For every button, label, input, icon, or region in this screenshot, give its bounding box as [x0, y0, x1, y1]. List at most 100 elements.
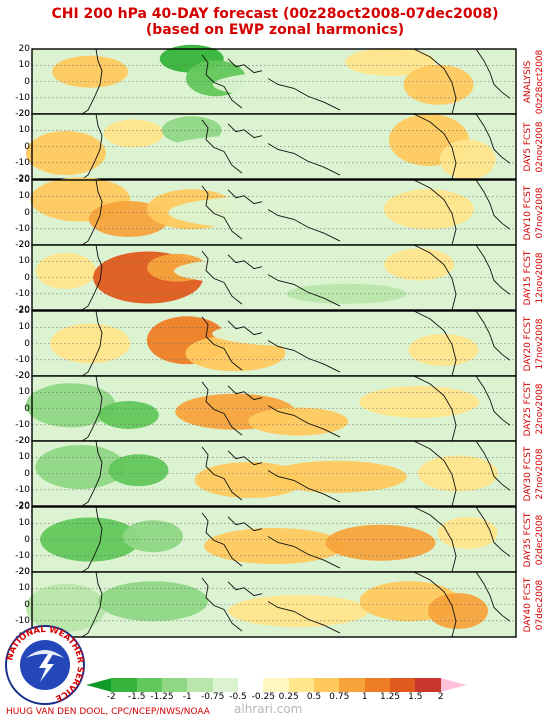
chi-anomaly-region	[40, 517, 141, 562]
forecast-panel: 20 10 0 -10 -20 DAY35 FCST 02dec2008	[0, 502, 550, 577]
chi-anomaly-region	[212, 319, 453, 348]
color-scale-bar	[86, 678, 467, 692]
coastline	[475, 571, 511, 622]
forecast-date-label: 02nov2008	[535, 121, 545, 173]
color-scale-label: 0.5	[306, 692, 322, 702]
panel-side-label: DAY35 FCST 02dec2008	[520, 507, 548, 573]
chi-anomaly-region	[98, 581, 208, 622]
coastline	[227, 123, 263, 139]
map-panel-field	[31, 440, 517, 507]
color-scale-segment	[111, 678, 138, 692]
coastline	[201, 577, 243, 632]
chi-anomaly-region	[345, 48, 436, 76]
coastline	[475, 244, 511, 295]
chi-anomaly-region	[384, 248, 455, 281]
map-panel-field	[31, 44, 517, 115]
color-scale-label: -1.25	[150, 692, 174, 702]
latitude-tick-label: 10	[18, 256, 30, 266]
map-panel-field	[31, 506, 517, 573]
coastline	[413, 571, 457, 638]
panel-frame	[31, 440, 517, 507]
color-scale-segment	[238, 678, 264, 692]
latitude-tick-label: 20	[18, 306, 30, 316]
color-scale-label: 0.75	[329, 692, 350, 702]
forecast-panel: 20 10 0 -10 -20 DAY5 FCST 02nov2008	[0, 109, 550, 184]
coastline	[475, 179, 511, 230]
coastline	[201, 381, 243, 436]
latitude-tick-label: 0	[24, 208, 30, 218]
coastline	[81, 375, 103, 442]
coastline	[201, 250, 243, 305]
latitude-tick-label: -20	[15, 240, 30, 250]
color-scale-segment	[364, 678, 391, 692]
coastline	[81, 48, 103, 115]
map-panel-field	[25, 571, 517, 638]
forecast-lead-label: ANALYSIS	[523, 60, 533, 104]
panel-frame	[31, 113, 517, 180]
color-scale-segment	[288, 678, 315, 692]
map-panel-field	[25, 375, 517, 442]
chi-anomaly-region	[163, 133, 404, 166]
coastline	[267, 78, 341, 111]
latitude-tick-label: -20	[15, 305, 30, 315]
forecast-lead-label: DAY35 FCST	[523, 512, 533, 568]
panel-side-label: ANALYSIS 00z28oct2008	[520, 49, 548, 115]
color-scale-label: 1	[361, 692, 368, 702]
latitude-tick-label: -20	[15, 371, 30, 381]
latitude-tick-label: 10	[18, 452, 30, 462]
coastline	[413, 506, 457, 573]
map-panel-field	[30, 177, 517, 246]
chi-anomaly-region	[408, 334, 479, 366]
color-scale-label: 1.5	[408, 692, 423, 702]
forecast-date-label: 17nov2008	[535, 318, 545, 370]
forecast-date-label: 07nov2008	[535, 187, 545, 239]
panel-frame	[31, 244, 517, 311]
forecast-lead-label: DAY40 FCST	[523, 577, 533, 633]
coastline	[81, 571, 103, 638]
latitude-tick-label: 20	[18, 175, 30, 185]
latitude-tick-label: -10	[15, 289, 30, 299]
color-scale-label: -2	[106, 692, 116, 702]
color-scale-segment	[339, 678, 366, 692]
latitude-tick-label: 0	[24, 469, 30, 479]
panel-side-label: DAY40 FCST 07dec2008	[520, 572, 548, 638]
coastline	[413, 440, 457, 507]
latitude-tick-label: 0	[24, 339, 30, 349]
color-scale-segment	[263, 678, 290, 692]
chi-anomaly-region	[168, 194, 429, 231]
latitude-tick-label: 0	[24, 77, 30, 87]
latitude-tick-label: 20	[18, 240, 30, 250]
coastline	[201, 54, 243, 109]
latitude-tick-label: 0	[24, 535, 30, 545]
coastline	[475, 48, 511, 99]
forecast-date-label: 27nov2008	[535, 448, 545, 500]
chi-anomaly-region	[325, 524, 436, 561]
chi-anomaly-region	[228, 595, 369, 627]
title-line-1: CHI 200 hPa 40-DAY forecast (00z28oct200…	[51, 6, 499, 22]
chi-anomaly-region	[266, 460, 407, 493]
coastline	[227, 58, 263, 74]
coastline	[475, 506, 511, 557]
coastline	[267, 470, 341, 503]
coastline	[227, 516, 263, 532]
chi-anomaly-region	[403, 64, 474, 105]
chi-anomaly-region	[286, 283, 407, 304]
forecast-date-label: 00z28oct2008	[535, 49, 545, 115]
latitude-tick-label: 10	[18, 322, 30, 332]
latitude-tick-label: 20	[18, 436, 30, 446]
color-scale-label: -0.25	[251, 692, 275, 702]
latitude-tick-label: 0	[24, 142, 30, 152]
latitude-tick-label: 20	[18, 371, 30, 381]
coastline	[227, 450, 263, 466]
latitude-tick-label: 0	[24, 273, 30, 283]
latitude-tick-label: 20	[18, 109, 30, 119]
coastline	[413, 113, 457, 180]
nws-logo: NATIONAL WEATHER SERVICE	[5, 625, 85, 705]
map-title: CHI 200 hPa 40-DAY forecast (00z28oct200…	[0, 6, 550, 38]
coastline	[413, 375, 457, 442]
latitude-tick-label: 10	[18, 125, 30, 135]
coastline	[201, 185, 243, 240]
latitude-tick-label: -10	[15, 420, 30, 430]
latitude-tick-label: 0	[24, 600, 30, 610]
chi-anomaly-region	[439, 139, 496, 180]
